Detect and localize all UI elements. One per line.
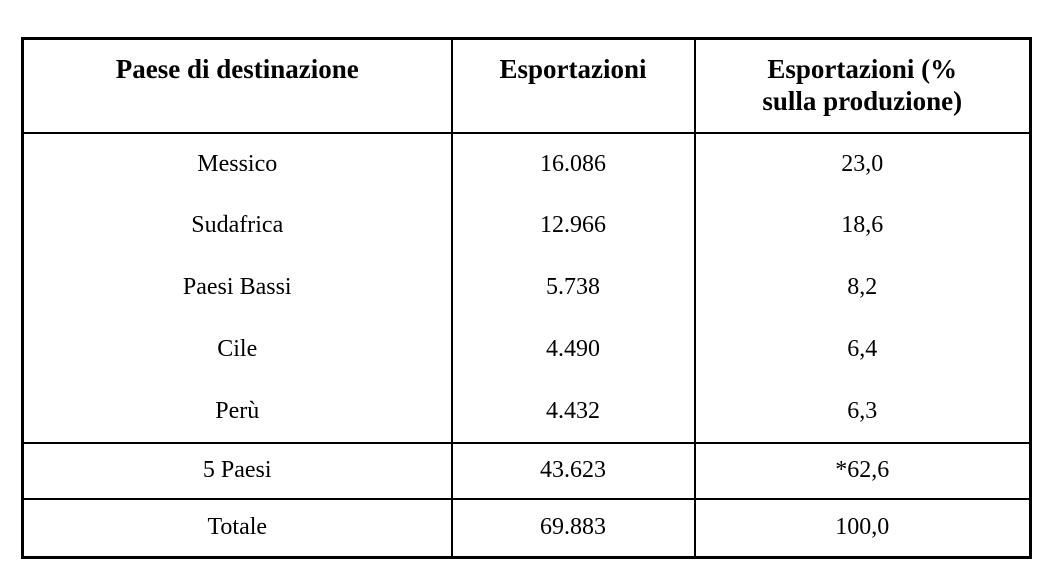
col-header-exports: Esportazioni	[450, 37, 696, 134]
table-row: Messico 16.086 23,0	[21, 132, 1032, 195]
exports-cell: 12.966	[450, 194, 696, 257]
percent-cell: 6,4	[693, 318, 1032, 381]
exports-cell: 5.738	[450, 256, 696, 319]
table-row: Sudafrica 12.966 18,6	[21, 194, 1032, 257]
percent-cell: 23,0	[693, 132, 1032, 195]
country-cell: 5 Paesi	[21, 441, 453, 500]
exports-table: Paese di destinazione Esportazioni Espor…	[21, 37, 1032, 559]
percent-cell: 100,0	[693, 497, 1032, 559]
country-cell: Cile	[21, 318, 453, 381]
percent-cell: *62,6	[693, 441, 1032, 500]
exports-cell: 4.490	[450, 318, 696, 381]
exports-cell: 4.432	[450, 380, 696, 443]
exports-cell: 69.883	[450, 497, 696, 559]
subtotal-row: 5 Paesi 43.623 *62,6	[21, 441, 1032, 500]
exports-cell: 43.623	[450, 441, 696, 500]
percent-cell: 18,6	[693, 194, 1032, 257]
percent-cell: 6,3	[693, 380, 1032, 443]
table-row: Paesi Bassi 5.738 8,2	[21, 256, 1032, 319]
col-header-destination-country: Paese di destinazione	[21, 37, 453, 134]
total-row: Totale 69.883 100,0	[21, 497, 1032, 559]
country-cell: Perù	[21, 380, 453, 443]
table-row: Perù 4.432 6,3	[21, 380, 1032, 443]
country-cell: Paesi Bassi	[21, 256, 453, 319]
exports-cell: 16.086	[450, 132, 696, 195]
header-row: Paese di destinazione Esportazioni Espor…	[21, 37, 1032, 134]
col-header-exports-percent: Esportazioni (% sulla produzione)	[693, 37, 1032, 134]
country-cell: Sudafrica	[21, 194, 453, 257]
percent-cell: 8,2	[693, 256, 1032, 319]
country-cell: Messico	[21, 132, 453, 195]
table-row: Cile 4.490 6,4	[21, 318, 1032, 381]
country-cell: Totale	[21, 497, 453, 559]
